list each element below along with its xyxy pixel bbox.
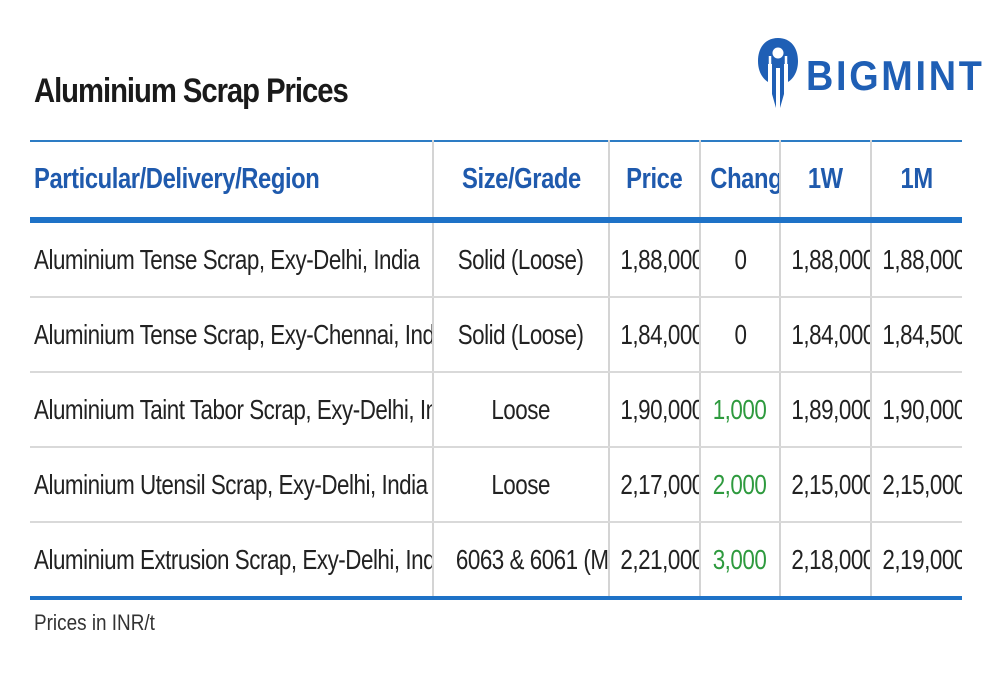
page-title: Aluminium Scrap Prices: [34, 72, 349, 110]
logo-wordmark: BIGMINT: [806, 52, 985, 99]
table-row: Aluminium Taint Tabor Scrap, Exy-Delhi, …: [30, 372, 962, 448]
change-cell: 1,000: [699, 372, 781, 448]
size-grade-cell: 6063 & 6061 (Mix): [432, 522, 610, 600]
column-header-change: Change: [699, 140, 781, 223]
column-header-size-grade: Size/Grade: [432, 140, 610, 223]
header-row: Particular/Delivery/Region Size/Grade Pr…: [30, 140, 962, 223]
price-cell: 1,84,000: [608, 297, 701, 373]
price-cell: 1,90,000: [608, 372, 701, 448]
size-grade-cell: Solid (Loose): [432, 297, 610, 373]
table-row: Aluminium Extrusion Scrap, Exy-Delhi, In…: [30, 522, 962, 600]
particular-cell: Aluminium Taint Tabor Scrap, Exy-Delhi, …: [30, 372, 434, 448]
size-grade-cell: Loose: [432, 447, 610, 523]
particular-cell: Aluminium Utensil Scrap, Exy-Delhi, Indi…: [30, 447, 434, 523]
price-cell: 2,17,000: [608, 447, 701, 523]
particular-cell: Aluminium Extrusion Scrap, Exy-Delhi, In…: [30, 522, 434, 600]
bigmint-figure-icon: [758, 38, 798, 108]
1w-cell: 2,15,000: [779, 447, 872, 523]
units-footnote: Prices in INR/t: [34, 610, 155, 635]
particular-cell: Aluminium Tense Scrap, Exy-Delhi, India: [30, 220, 434, 298]
1w-cell: 1,84,000: [779, 297, 872, 373]
table-row: Aluminium Tense Scrap, Exy-Chennai, Indi…: [30, 297, 962, 373]
1m-cell: 2,19,000: [870, 522, 962, 600]
price-cell: 2,21,000: [608, 522, 701, 600]
column-header-particular: Particular/Delivery/Region: [30, 140, 434, 223]
change-cell: 0: [699, 297, 781, 373]
1m-cell: 1,88,000: [870, 220, 962, 298]
table-row: Aluminium Tense Scrap, Exy-Delhi, India …: [30, 220, 962, 298]
bigmint-logo: BIGMINT: [756, 34, 982, 114]
table-row: Aluminium Utensil Scrap, Exy-Delhi, Indi…: [30, 447, 962, 523]
size-grade-cell: Solid (Loose): [432, 220, 610, 298]
change-cell: 3,000: [699, 522, 781, 600]
1m-cell: 1,84,500: [870, 297, 962, 373]
column-header-1w: 1W: [779, 140, 872, 223]
particular-cell: Aluminium Tense Scrap, Exy-Chennai, Indi…: [30, 297, 434, 373]
1m-cell: 2,15,000: [870, 447, 962, 523]
column-header-price: Price: [608, 140, 701, 223]
1w-cell: 1,89,000: [779, 372, 872, 448]
size-grade-cell: Loose: [432, 372, 610, 448]
price-table: Particular/Delivery/Region Size/Grade Pr…: [30, 140, 962, 600]
change-cell: 2,000: [699, 447, 781, 523]
1m-cell: 1,90,000: [870, 372, 962, 448]
price-cell: 1,88,000: [608, 220, 701, 298]
change-cell: 0: [699, 220, 781, 298]
1w-cell: 2,18,000: [779, 522, 872, 600]
column-header-1m: 1M: [870, 140, 962, 223]
1w-cell: 1,88,000: [779, 220, 872, 298]
